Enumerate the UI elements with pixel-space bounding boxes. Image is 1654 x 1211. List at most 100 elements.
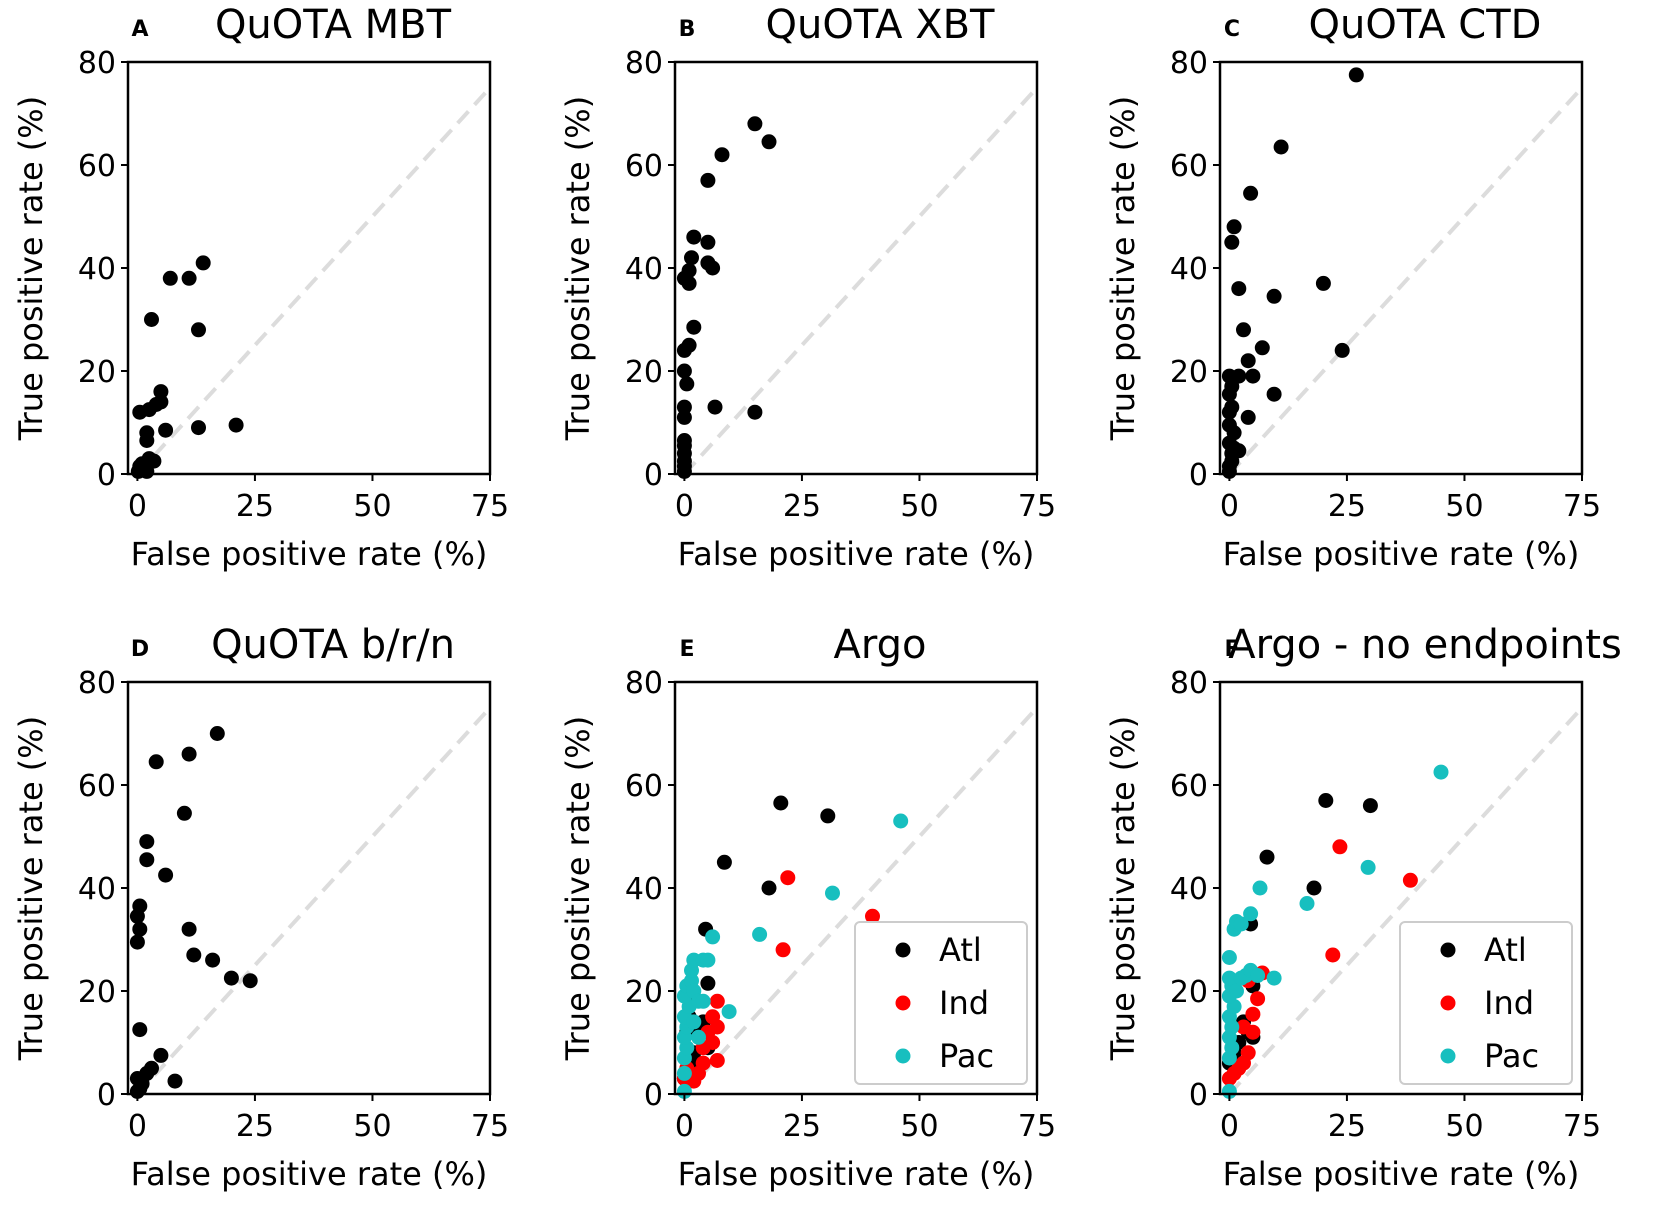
data-point	[1236, 322, 1251, 338]
y-tick-label: 80	[1170, 666, 1208, 701]
data-point	[209, 726, 225, 741]
data-point	[181, 270, 197, 286]
data-point	[1233, 916, 1249, 932]
data-point	[705, 260, 721, 276]
y-tick-label: 0	[1189, 458, 1208, 493]
data-point	[865, 908, 880, 924]
x-tick-label: 50	[1445, 1109, 1483, 1144]
x-tick-label: 50	[353, 489, 391, 524]
panel-letter: B	[679, 17, 696, 42]
data-point	[139, 834, 155, 850]
data-point	[709, 993, 725, 1009]
data-point	[773, 795, 789, 811]
series-points	[129, 726, 258, 1099]
data-point	[228, 417, 244, 433]
data-point	[153, 394, 169, 410]
panel-letter: F	[1224, 637, 1239, 662]
data-point	[139, 852, 155, 868]
legend-marker	[1440, 1048, 1456, 1064]
y-tick-label: 80	[625, 666, 663, 701]
legend-marker	[1440, 995, 1456, 1011]
data-point	[1266, 288, 1282, 304]
x-tick-label: 25	[783, 1109, 821, 1144]
x-tick-label: 50	[1445, 489, 1483, 524]
data-point	[691, 1029, 706, 1045]
data-point	[1245, 1006, 1261, 1022]
series-ind	[1221, 839, 1418, 1086]
series-pac	[1221, 764, 1449, 1099]
data-point	[162, 270, 178, 286]
legend-label: Ind	[939, 984, 989, 1022]
data-point	[775, 942, 791, 958]
data-point	[148, 754, 164, 770]
x-axis-label: False positive rate (%)	[678, 1155, 1035, 1193]
data-point	[1240, 1045, 1256, 1061]
data-point	[700, 975, 716, 991]
panel-letter: A	[131, 17, 148, 42]
y-axis-label: True positive rate (%)	[12, 96, 50, 441]
legend-label: Pac	[1484, 1037, 1539, 1075]
legend-box	[854, 921, 1028, 1085]
diagonal-reference-line	[135, 706, 492, 1096]
data-point	[747, 116, 763, 132]
x-tick-label: 75	[471, 1109, 509, 1144]
data-point	[1243, 185, 1259, 201]
data-point	[820, 808, 836, 824]
data-point	[158, 422, 174, 438]
data-point	[709, 1019, 725, 1035]
data-point	[1250, 991, 1266, 1007]
data-point	[223, 970, 239, 986]
data-point	[714, 147, 730, 163]
panel-a: 0 20 40 60 80 0 25 50 75 False positive rate (%) T…	[12, 2, 509, 573]
diagonal-reference-line	[1227, 706, 1584, 1096]
data-point	[1348, 67, 1364, 83]
diagonal-reference-line	[682, 706, 1039, 1096]
x-tick-label: 50	[353, 1109, 391, 1144]
y-tick-label: 0	[97, 1078, 116, 1113]
panel-title: QuOTA CTD	[1309, 2, 1542, 48]
x-tick-label: 0	[128, 489, 147, 524]
data-point	[1231, 281, 1247, 297]
legend-marker	[1440, 942, 1456, 958]
data-point	[1254, 340, 1270, 356]
data-point	[1325, 947, 1341, 963]
y-tick-label: 60	[625, 769, 663, 804]
panel-title: QuOTA MBT	[215, 2, 452, 48]
data-point	[676, 399, 692, 415]
legend-label: Ind	[1484, 984, 1534, 1022]
data-point	[132, 1022, 148, 1038]
legend-label: Atl	[939, 931, 982, 969]
data-point	[705, 1035, 721, 1050]
data-point	[195, 255, 211, 271]
y-tick-label: 40	[625, 252, 663, 287]
legend: Atl Ind Pac	[1399, 921, 1573, 1085]
x-axis-label: False positive rate (%)	[1223, 1155, 1580, 1193]
data-point	[153, 1047, 169, 1063]
data-point	[1231, 368, 1247, 384]
data-point	[186, 947, 202, 963]
x-tick-label: 25	[236, 489, 274, 524]
data-point	[707, 399, 723, 415]
y-tick-label: 20	[1170, 975, 1208, 1010]
x-tick-label: 75	[1563, 1109, 1601, 1144]
data-point	[129, 934, 145, 950]
panel-e: 0 20 40 60 80 0 25 50 75 False positive rate (%) T…	[559, 622, 1056, 1193]
data-point	[700, 952, 716, 968]
data-point	[721, 1004, 737, 1020]
data-point	[1306, 880, 1322, 896]
data-point	[1402, 872, 1418, 888]
data-point	[144, 1060, 159, 1076]
data-point	[144, 312, 159, 327]
data-point	[191, 322, 206, 338]
panel-f: 0 20 40 60 80 0 25 50 75 False positive rate (%) T…	[1104, 622, 1622, 1193]
data-point	[761, 880, 777, 896]
data-point	[1360, 859, 1376, 875]
x-tick-label: 25	[1328, 489, 1366, 524]
y-axis-label: True positive rate (%)	[12, 716, 50, 1061]
plot-frame	[673, 60, 1039, 476]
x-tick-label: 0	[675, 1109, 694, 1144]
data-point	[1240, 409, 1256, 425]
data-point	[181, 746, 197, 762]
data-point	[1236, 1019, 1251, 1035]
data-point	[684, 250, 699, 266]
